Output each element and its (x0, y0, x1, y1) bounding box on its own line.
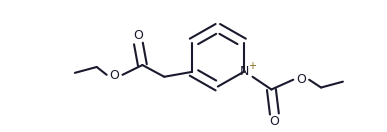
Text: O: O (296, 73, 306, 86)
Text: N: N (240, 65, 249, 78)
Text: O: O (269, 115, 279, 128)
Text: O: O (110, 69, 120, 82)
Text: +: + (248, 61, 255, 71)
Text: O: O (134, 29, 143, 42)
